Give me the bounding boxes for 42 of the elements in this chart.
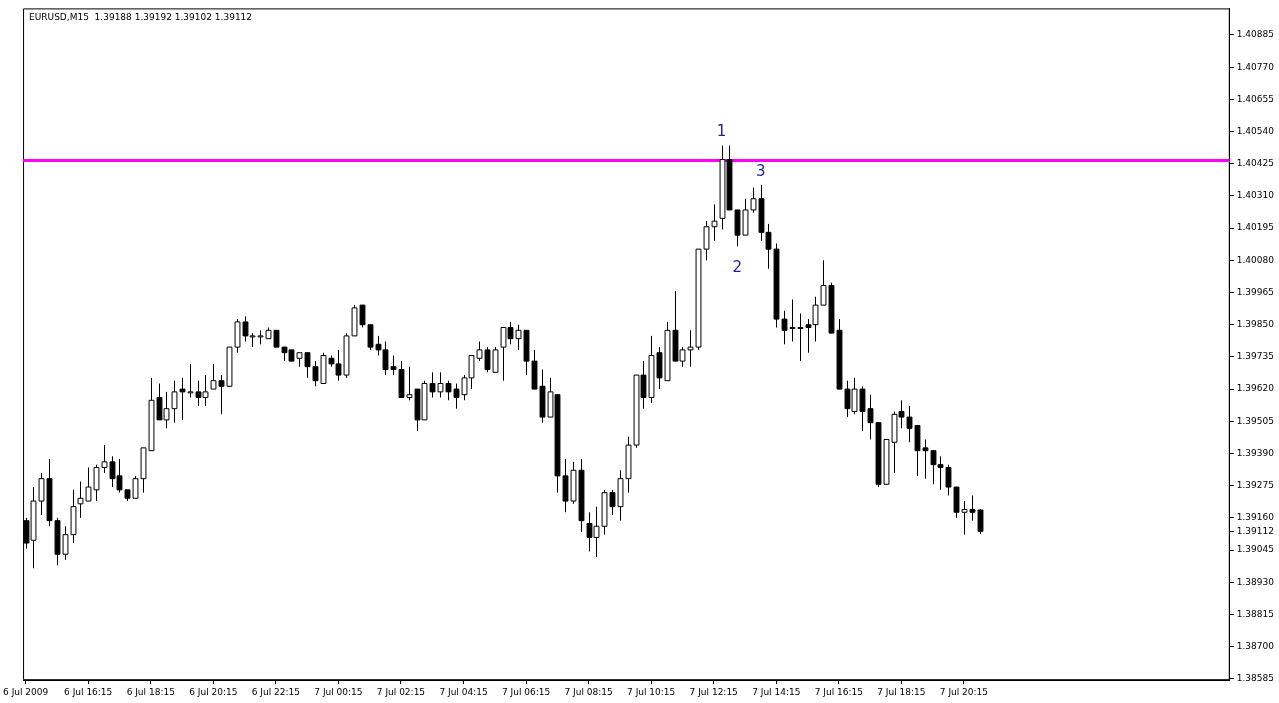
y-tick-label: 1.39850 — [1236, 319, 1275, 330]
y-tick-label: 1.39505 — [1236, 415, 1274, 426]
x-tick-label: 7 Jul 16:15 — [814, 686, 863, 697]
y-tick-label: 1.38585 — [1236, 673, 1274, 684]
y-tick-label: 1.39620 — [1236, 383, 1275, 394]
x-tick-label: 7 Jul 00:15 — [314, 686, 363, 697]
annotation: 3 — [755, 161, 766, 180]
y-tick-label: 1.40885 — [1236, 29, 1274, 40]
x-tick-label: 7 Jul 12:15 — [689, 686, 738, 697]
x-tick-label: 6 Jul 16:15 — [64, 686, 113, 697]
annotation: 1 — [716, 122, 727, 141]
x-tick-label: 6 Jul 22:15 — [251, 686, 300, 697]
x-tick-label: 7 Jul 06:15 — [501, 686, 551, 697]
x-tick-label: 6 Jul 20:15 — [189, 686, 238, 697]
x-tick-label: 7 Jul 04:15 — [439, 686, 488, 697]
x-tick-label: 7 Jul 10:15 — [627, 686, 676, 697]
chart-title: EURUSD,M15 1.39188 1.39192 1.39102 1.39112 — [29, 12, 253, 23]
x-tick-label: 6 Jul 2009 — [3, 686, 49, 697]
x-tick-label: 7 Jul 20:15 — [939, 686, 989, 697]
y-tick-label: 1.40195 — [1236, 222, 1274, 233]
x-tick-label: 7 Jul 18:15 — [877, 686, 926, 697]
y-tick-label: 1.38815 — [1236, 608, 1274, 619]
y-tick-label: 1.39160 — [1236, 512, 1275, 523]
y-tick-label: 1.40540 — [1236, 125, 1275, 136]
y-tick-label: 1.39112 — [1236, 525, 1274, 536]
y-tick-label: 1.38700 — [1236, 640, 1275, 651]
x-tick-label: 7 Jul 14:15 — [752, 686, 801, 697]
y-tick-label: 1.39390 — [1236, 447, 1275, 458]
y-tick-label: 1.39045 — [1236, 544, 1274, 555]
y-tick-label: 1.40310 — [1236, 190, 1275, 201]
y-tick-label: 1.40425 — [1236, 158, 1274, 169]
y-tick-label: 1.39965 — [1236, 286, 1274, 297]
y-tick-label: 1.38930 — [1236, 576, 1275, 587]
y-tick-label: 1.39275 — [1236, 480, 1274, 490]
x-tick-label: 7 Jul 08:15 — [564, 686, 613, 697]
annotation: 2 — [732, 258, 742, 277]
y-tick-label: 1.40770 — [1236, 61, 1275, 72]
x-tick-label: 7 Jul 02:15 — [376, 686, 426, 697]
y-tick-label: 1.39735 — [1236, 351, 1274, 362]
y-tick-label: 1.40080 — [1236, 254, 1275, 265]
y-tick-label: 1.40655 — [1236, 93, 1274, 104]
x-tick-label: 6 Jul 18:15 — [126, 686, 175, 697]
